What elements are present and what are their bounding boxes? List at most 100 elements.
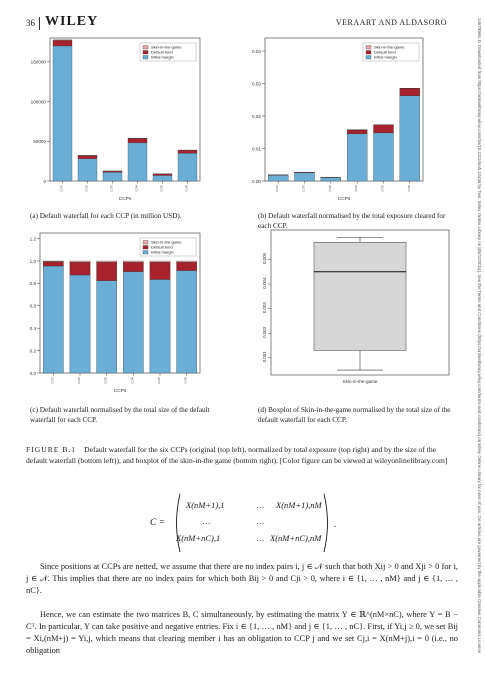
bar-segment [78, 159, 97, 181]
legend-swatch [143, 51, 148, 55]
legend-swatch [366, 56, 371, 60]
bar-segment [153, 174, 172, 176]
y-tick-label: 0.00 [252, 179, 261, 184]
y-tick-label: 0.03 [252, 81, 261, 86]
publisher-logo: WILEY [45, 14, 98, 30]
x-tick-label: CCP4 [354, 184, 358, 191]
bar-segment [97, 262, 117, 280]
bar-segment [53, 40, 72, 46]
y-tick-label: 0.001 [262, 351, 267, 363]
bar-segment [53, 46, 72, 181]
y-tick-label: 0 [43, 179, 46, 184]
y-tick-label: 0.005 [262, 252, 267, 264]
bar-segment [177, 262, 197, 270]
y-tick-label: 150000 [31, 60, 47, 65]
matrix-r3c3: X(nM+nC),nM [270, 533, 321, 543]
bar-segment [153, 175, 172, 181]
bar-segment [70, 262, 90, 275]
y-tick-label: 0.003 [262, 302, 267, 314]
chart-d: 0.001 0.002 0.003 0.004 0.005 Skin-in-the-gam… [255, 225, 460, 395]
x-tick-label: CCP3 [328, 184, 332, 191]
bar-segment [373, 125, 393, 133]
bar-segment [43, 262, 63, 266]
legend-label: Initial margin [151, 55, 174, 60]
bar-segment [128, 143, 147, 181]
subcaption-b: (b) Default waterfall normalised by the … [258, 212, 458, 231]
bar-segment [177, 271, 197, 373]
matrix-right-paren [322, 492, 332, 554]
x-tick-label: CCP5 [157, 376, 161, 383]
x-tick-label: CCP5 [160, 184, 164, 191]
bar-segment [53, 40, 72, 41]
bar-segment [178, 153, 197, 181]
y-tick-label: 0.6 [30, 304, 37, 309]
bar-segment [373, 133, 393, 181]
bar-segment [43, 261, 63, 262]
y-tick-label: 50000 [33, 139, 46, 144]
bar-segment [177, 261, 197, 262]
y-tick-label: 1.2 [30, 236, 37, 241]
subcaption-c: (c) Default waterfall normalised by the … [30, 406, 230, 425]
figure-label: FIGURE B.1 [26, 445, 76, 454]
bar-segment [123, 272, 143, 373]
bar-segment [268, 175, 288, 181]
x-tick-label: CCP6 [185, 184, 189, 191]
bar-segment [400, 88, 420, 95]
x-axis-label: CCPs [114, 388, 127, 394]
y-tick-label: 0.02 [252, 114, 261, 119]
matrix-r3c1: X(nM+nC),1 [176, 533, 220, 543]
paragraph-1: Since positions at CCPs are netted, we a… [26, 561, 458, 597]
equation-period: . [334, 519, 336, 529]
equation-lhs: C = [150, 518, 165, 528]
figure-caption: FIGURE B.1 Default waterfall for the six … [26, 445, 456, 466]
matrix-r2c2: … [256, 516, 265, 526]
bar-segment [150, 262, 170, 279]
bar-segment [294, 173, 314, 181]
paragraph-2: Hence, we can estimate the two matrices … [26, 609, 458, 657]
x-tick-label: CCP4 [135, 184, 139, 191]
bar-segment [321, 178, 341, 181]
legend-label: Initial margin [374, 55, 397, 60]
y-tick-label: 0.8 [30, 281, 37, 286]
legend-swatch [366, 51, 371, 55]
running-head-authors: VERAART AND ALDASORO [336, 18, 447, 27]
y-tick-label: 0.04 [252, 49, 261, 54]
y-tick-label: 0.0 [30, 371, 37, 376]
legend-label: Initial margin [151, 250, 174, 255]
x-axis-label: CCPs [338, 196, 351, 202]
chart-c: 0.00.20.40.60.81.01.2CCP1 CCP2 CCP3 CCP4 CCP… [22, 225, 227, 395]
y-tick-label: 0.2 [30, 348, 37, 353]
matrix-r1c2: … [256, 500, 265, 510]
bar-segment [150, 261, 170, 262]
x-tick-label: CCP2 [77, 376, 81, 383]
header-divider [39, 17, 40, 30]
x-tick-label: CCP5 [381, 184, 385, 191]
bar-segment [128, 138, 147, 142]
y-tick-label: 100000 [31, 99, 47, 104]
figure-caption-text: Default waterfall for the six CCPs (orig… [26, 445, 447, 465]
bar-segment [78, 156, 97, 159]
bar-segment [70, 275, 90, 373]
legend-swatch [143, 246, 148, 250]
matrix-r1c3: X(nM+1),nM [276, 500, 322, 510]
y-tick-label: 0.002 [262, 326, 267, 338]
x-tick-label: CCP1 [60, 184, 64, 191]
bar-segment [97, 261, 117, 262]
box-iqr [314, 242, 406, 350]
bar-segment [347, 134, 367, 181]
x-tick-label: CCP6 [407, 184, 411, 191]
subcaption-a: (a) Default waterfall for each CCP (in m… [30, 212, 230, 222]
y-tick-label: 0.004 [262, 277, 267, 289]
matrix-r2c1: … [202, 516, 211, 526]
bar-segment [347, 130, 367, 134]
x-tick-label: CCP2 [302, 184, 306, 191]
legend-swatch [143, 241, 148, 245]
y-tick-label: 0.01 [252, 146, 261, 151]
matrix-r3c2: … [256, 533, 265, 543]
bar-segment [97, 281, 117, 373]
bar-segment [123, 262, 143, 272]
bar-segment [123, 261, 143, 262]
matrix-left-paren [172, 492, 182, 554]
x-tick-label: CCP1 [275, 184, 279, 191]
page-number: 36 [26, 18, 35, 28]
